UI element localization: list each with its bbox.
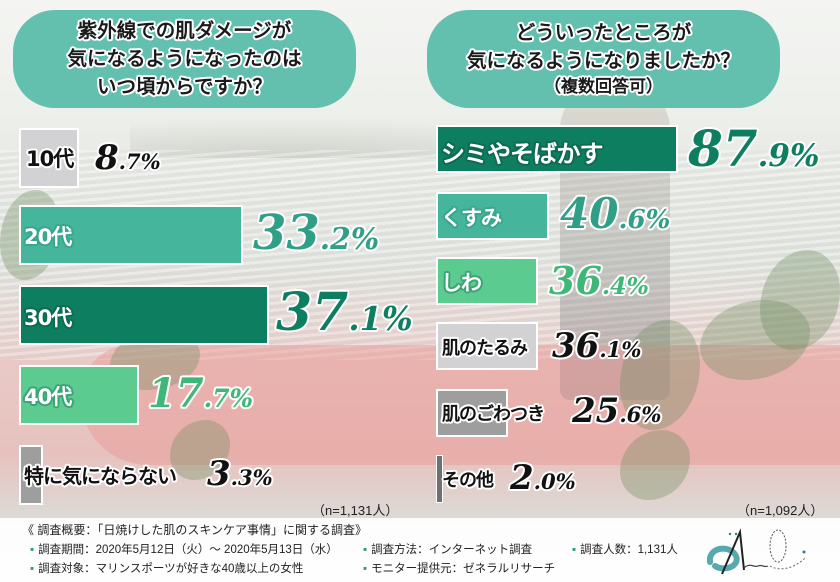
survey-count-text: 調査人数：1,131人: [580, 544, 678, 556]
left-question-line-3: いつ頃からですか？: [97, 75, 272, 98]
pct-20s-dec: .2%: [319, 222, 380, 257]
pct-sagging-dec: .1%: [599, 337, 642, 362]
bar-spots-freckles: [436, 125, 678, 173]
survey-period-text: 調査期間：2020年5月12日（火）～ 2020年5月13日（水）: [38, 544, 338, 556]
pct-not-concerned: 3.3%: [207, 454, 273, 494]
bar-label-30s: 30代: [24, 306, 72, 330]
bar-label-wrinkles: しわ: [441, 271, 482, 295]
bar-label-roughness: 肌のごわつき: [442, 404, 545, 425]
bullet-icon: ▪: [30, 544, 35, 556]
right-question-line-2: 気になるようになりましたか？: [466, 49, 740, 72]
bar-label-other: その他: [442, 470, 494, 491]
bar-label-sagging: 肌のたるみ: [442, 338, 528, 359]
survey-method-text: 調査方法：インターネット調査: [371, 544, 533, 556]
right-question-pill: どういったところが 気になるようになりましたか？ （複数回答可）: [427, 10, 780, 108]
pct-30s: 37.1%: [276, 282, 413, 343]
bar-roughness: [436, 389, 508, 437]
bar-dullness: [436, 192, 549, 240]
pct-wrinkles: 36.4%: [549, 258, 649, 303]
pct-not-concerned-int: 3: [207, 454, 231, 494]
bar-label-dullness: くすみ: [441, 206, 502, 230]
pct-other-int: 2: [510, 458, 534, 498]
pct-40s: 17.7%: [148, 370, 253, 417]
right-sample-size: （n=1,092人）: [737, 503, 824, 518]
pct-10s-dec: .7%: [118, 149, 161, 174]
left-question-line-1: 紫外線での肌ダメージが: [77, 19, 292, 42]
pct-40s-int: 17: [148, 370, 204, 417]
pct-not-concerned-dec: .3%: [230, 465, 273, 490]
pct-30s-dec: .1%: [348, 300, 413, 338]
pct-spots-freckles-dec: .9%: [757, 138, 820, 174]
bar-label-40s: 40代: [24, 385, 72, 409]
left-question-line-2: 気になるようになったのは: [67, 47, 302, 70]
bar-40s: [19, 365, 139, 425]
pct-20s: 33.2%: [253, 205, 379, 261]
pct-sagging: 36.1%: [552, 326, 641, 366]
leaf-decoration: [700, 300, 810, 380]
pct-roughness-dec: .6%: [619, 402, 662, 427]
bar-not-concerned: [19, 445, 43, 505]
pct-10s: 8.7%: [95, 138, 161, 178]
bar-other: [436, 455, 443, 503]
pct-30s-int: 37: [276, 282, 349, 343]
bullet-icon: ▪: [363, 544, 368, 556]
survey-summary-footer: 《 調査概要：「日焼けした肌のスキンケア事情」に関する調査》 ▪ 調査期間：202…: [0, 518, 840, 582]
bullet-icon: ▪: [572, 544, 577, 556]
left-question-pill: 紫外線での肌ダメージが 気になるようになったのは いつ頃からですか？: [13, 10, 356, 108]
leaf-decoration: [620, 430, 690, 500]
pct-dullness: 40.6%: [560, 189, 670, 238]
bullet-icon: ▪: [30, 563, 35, 575]
signature-logo-icon: [706, 528, 806, 575]
right-question-line-1: どういったところが: [515, 21, 692, 44]
pct-spots-freckles: 87.9%: [688, 119, 819, 178]
pct-10s-int: 8: [95, 138, 119, 178]
right-question-sub: （複数回答可）: [544, 77, 663, 97]
pct-roughness: 25.6%: [572, 391, 661, 431]
bar-wrinkles: [436, 257, 538, 305]
pct-40s-dec: .7%: [203, 384, 254, 413]
bar-sagging: [436, 322, 538, 370]
bar-label-not-concerned: 特に気にならない: [24, 464, 177, 488]
bar-label-20s: 20代: [24, 225, 72, 249]
pct-roughness-int: 25: [572, 391, 620, 431]
pct-sagging-int: 36: [552, 326, 600, 366]
pct-other: 2.0%: [510, 458, 576, 498]
survey-target-text: 調査対象：マリンスポーツが好きな40歳以上の女性: [38, 563, 304, 575]
pct-dullness-int: 40: [560, 189, 619, 238]
bar-20s: [19, 205, 243, 265]
pct-dullness-dec: .6%: [618, 205, 671, 235]
bar-30s: [19, 285, 269, 345]
pct-wrinkles-int: 36: [549, 258, 602, 303]
left-sample-size: （n=1,131人）: [312, 503, 399, 518]
pct-20s-int: 33: [253, 205, 320, 261]
bar-label-10s: 10代: [26, 147, 74, 171]
survey-count: ▪ 調査人数：1,131人: [572, 541, 678, 557]
survey-method: ▪ 調査方法：インターネット調査: [363, 541, 532, 557]
pct-other-dec: .0%: [533, 469, 576, 494]
survey-provider-text: モニター提供元：ゼネラルリサーチ: [371, 563, 556, 575]
bar-10s: [19, 128, 79, 188]
survey-target: ▪ 調査対象：マリンスポーツが好きな40歳以上の女性: [30, 560, 303, 576]
bullet-icon: ▪: [363, 563, 368, 575]
bar-label-spots-freckles: シミやそばかす: [441, 140, 603, 168]
survey-summary-title: 《 調査概要：「日焼けした肌のスキンケア事情」に関する調査》: [22, 523, 367, 537]
survey-period: ▪ 調査期間：2020年5月12日（火）～ 2020年5月13日（水）: [30, 541, 338, 557]
survey-provider: ▪ モニター提供元：ゼネラルリサーチ: [363, 560, 555, 576]
leaf-decoration: [760, 250, 840, 350]
pct-wrinkles-dec: .4%: [601, 272, 649, 300]
pct-spots-freckles-int: 87: [688, 119, 758, 178]
